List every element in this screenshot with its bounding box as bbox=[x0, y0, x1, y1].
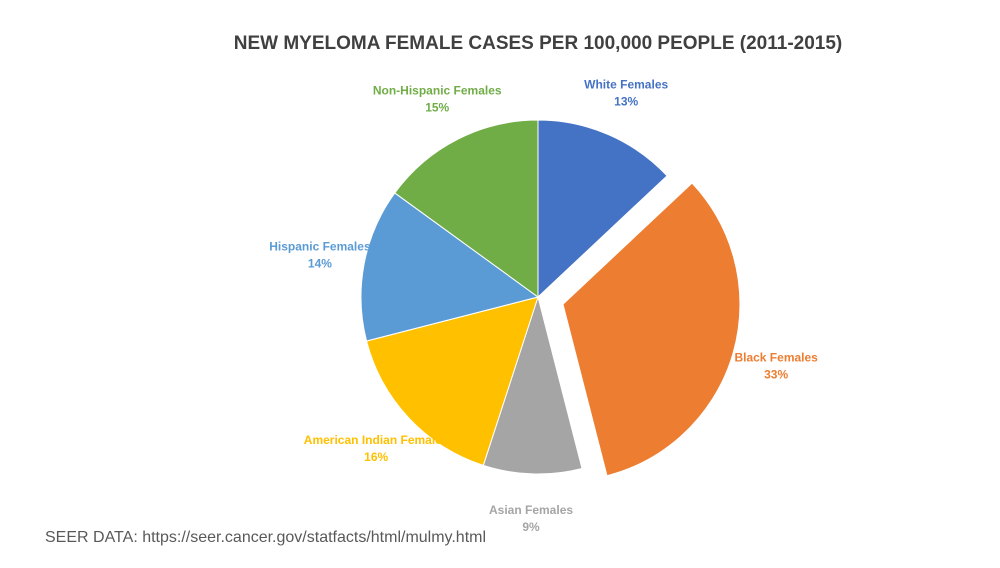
pie-slice bbox=[562, 182, 741, 477]
data-label: 14% bbox=[308, 257, 332, 271]
slice-label: Asian Females bbox=[489, 503, 573, 517]
slice-label: Black Females bbox=[734, 350, 818, 364]
data-label: 16% bbox=[364, 450, 388, 464]
data-label: 13% bbox=[614, 94, 638, 108]
slice-label: Hispanic Females bbox=[269, 240, 371, 254]
data-label: 33% bbox=[764, 367, 788, 381]
data-label: 9% bbox=[522, 520, 540, 534]
pie-slice bbox=[365, 296, 539, 466]
slice-label: American Indian Females bbox=[304, 433, 449, 447]
pie-slice bbox=[537, 119, 668, 299]
pie-slice bbox=[394, 119, 539, 298]
data-label: 15% bbox=[425, 100, 449, 114]
slice-label: Non-Hispanic Females bbox=[373, 83, 502, 97]
chart-title: NEW MYELOMA FEMALE CASES PER 100,000 PEO… bbox=[234, 33, 843, 54]
pie-slice bbox=[360, 192, 540, 342]
source-note: SEER DATA: https://seer.cancer.gov/statf… bbox=[45, 529, 486, 546]
slice-label: White Females bbox=[584, 77, 668, 91]
pie-slice bbox=[482, 295, 583, 475]
